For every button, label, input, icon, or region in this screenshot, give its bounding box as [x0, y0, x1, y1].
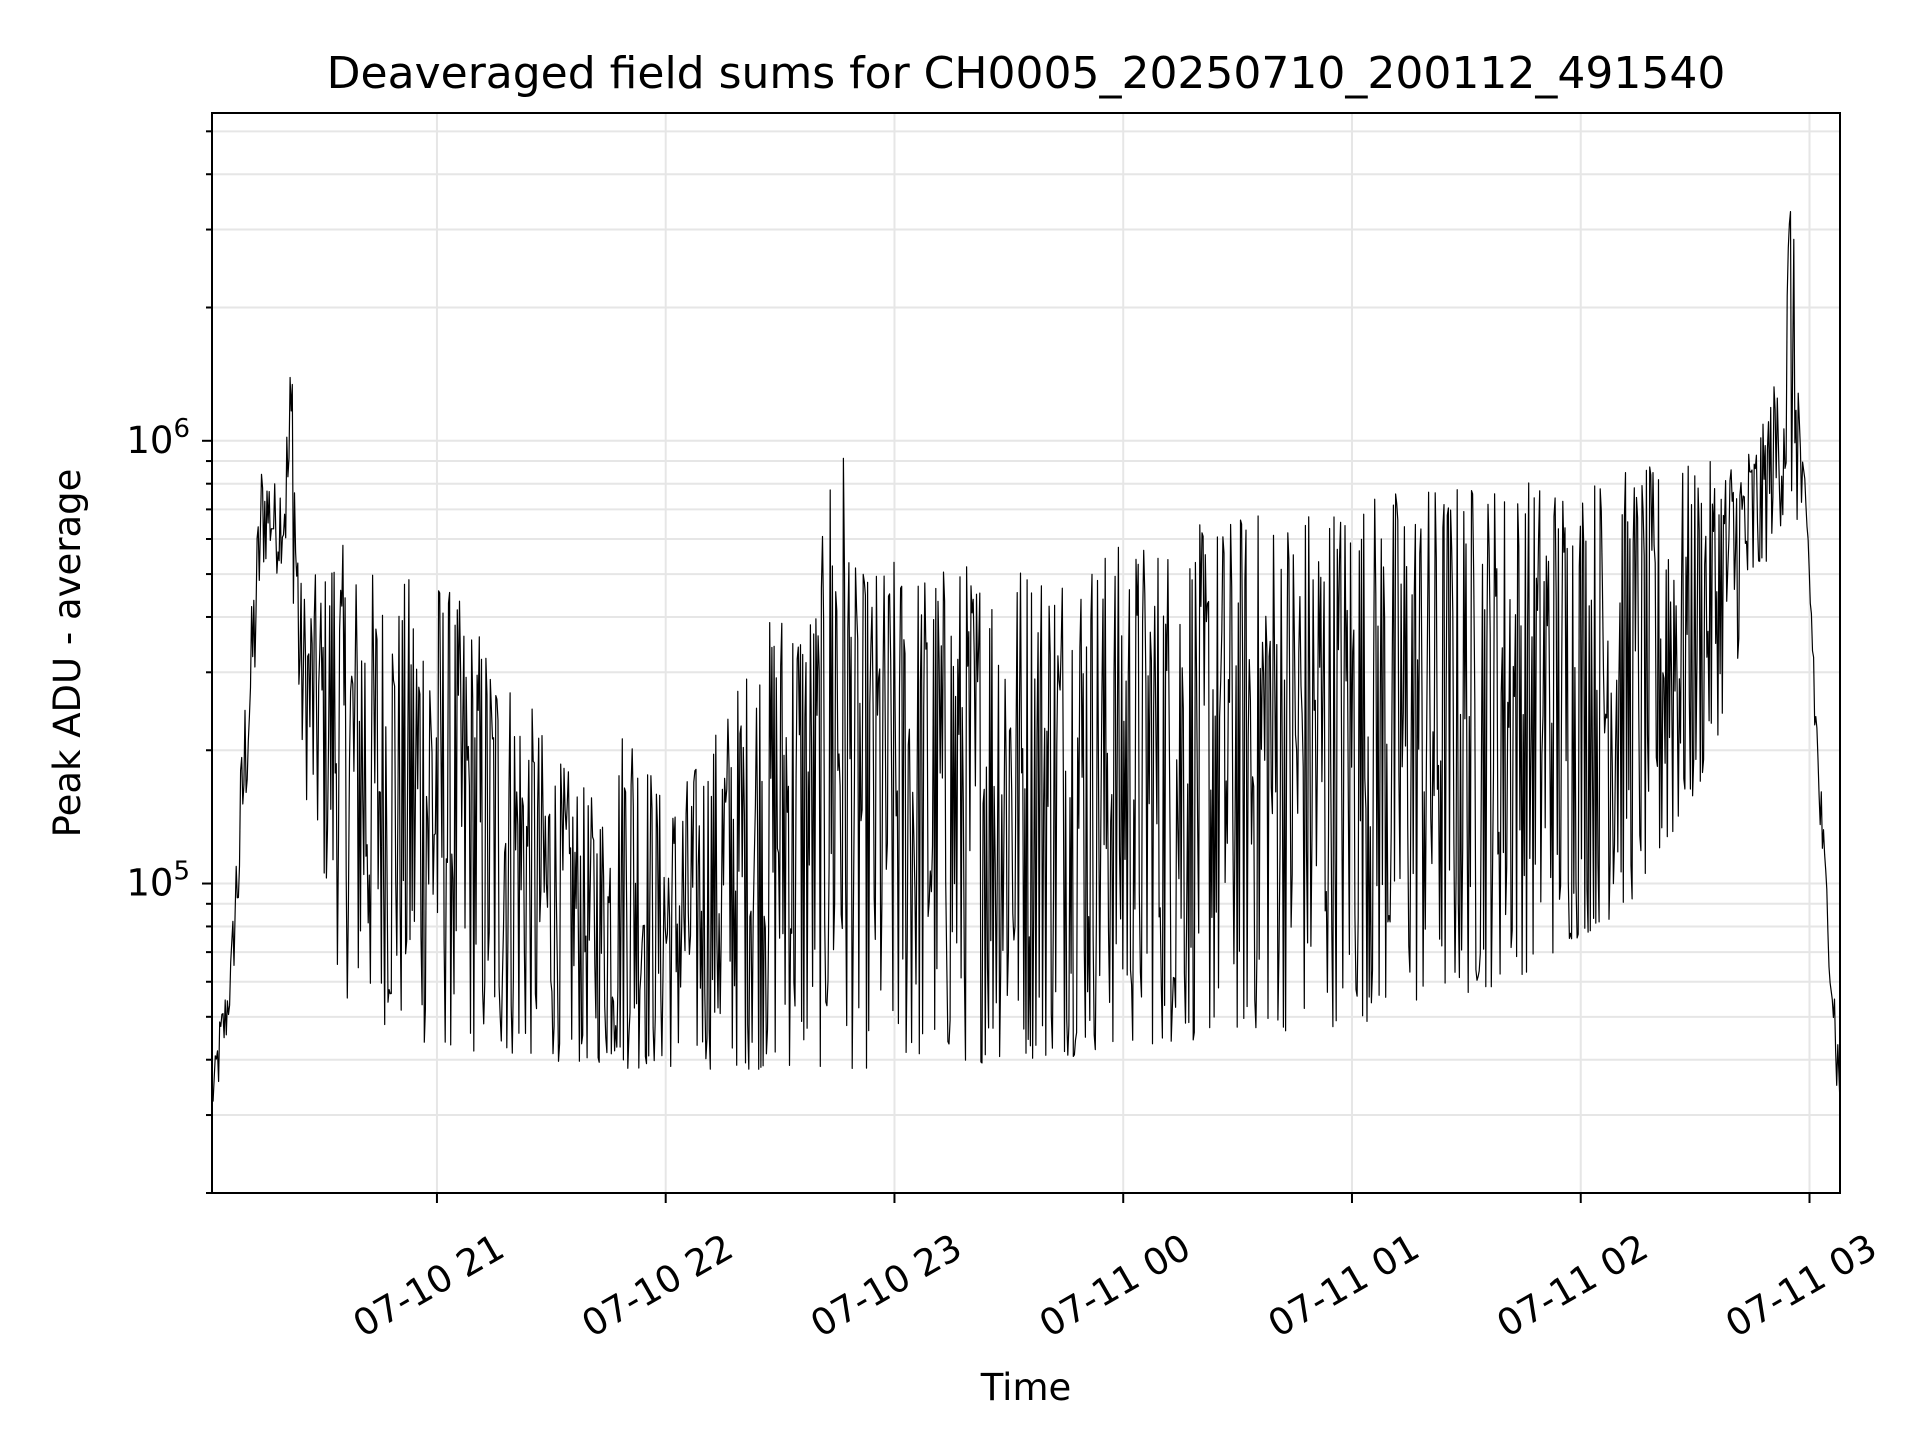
x-tick-label: 07-10 21: [346, 1226, 512, 1346]
y-tick-label: 106: [126, 414, 190, 462]
x-tick-label: 07-11 03: [1718, 1226, 1884, 1346]
chart-title: Deaveraged field sums for CH0005_2025071…: [327, 48, 1726, 99]
x-tick-label: 07-11 00: [1032, 1226, 1198, 1346]
y-axis-label: Peak ADU - average: [46, 469, 89, 838]
x-tick-label: 07-10 23: [803, 1226, 969, 1346]
x-axis-label: Time: [980, 1366, 1072, 1409]
x-tick-label: 07-10 22: [575, 1226, 741, 1346]
x-tick-label: 07-11 01: [1261, 1226, 1427, 1346]
y-tick-label: 105: [126, 857, 190, 905]
x-tick-label: 07-11 02: [1490, 1226, 1656, 1346]
plot-frame: [211, 112, 1841, 1194]
series-line: [212, 212, 1840, 1105]
series-line-0: [212, 212, 1840, 1105]
